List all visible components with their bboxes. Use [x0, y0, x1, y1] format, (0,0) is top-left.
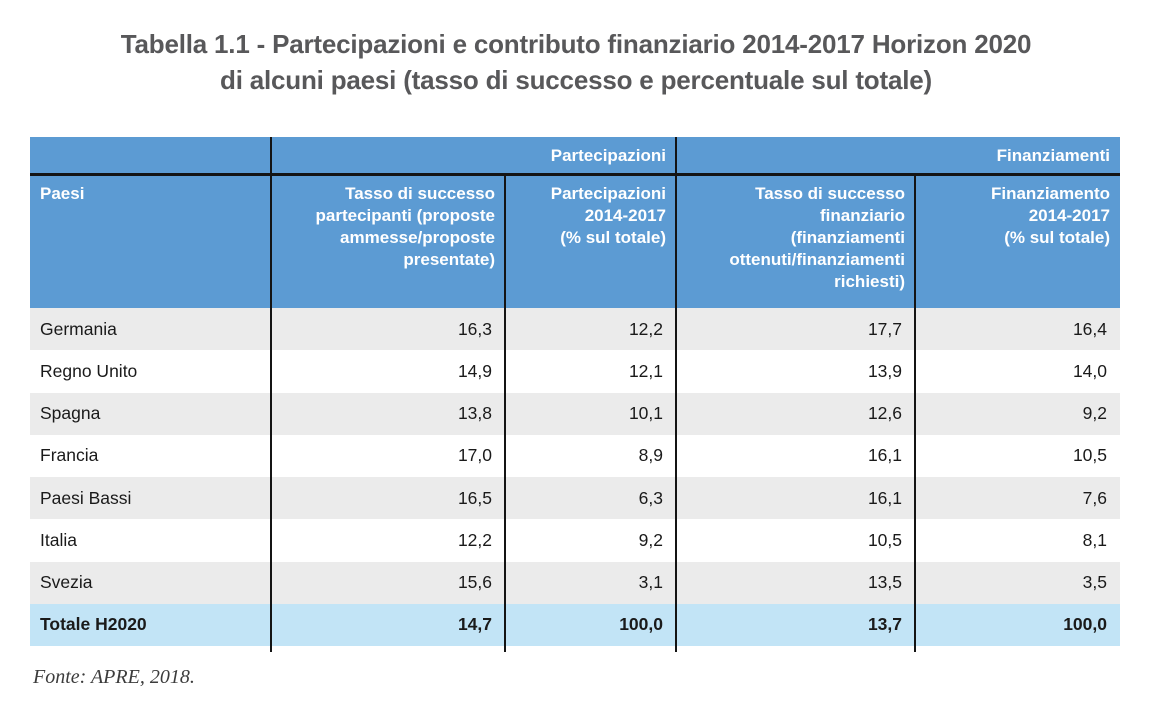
value-cell: 12,2	[505, 308, 676, 351]
country-cell: Paesi Bassi	[30, 477, 271, 520]
value-cell: 15,6	[271, 561, 505, 604]
value-cell: 13,9	[676, 350, 915, 393]
value-cell: 14,9	[271, 350, 505, 393]
value-cell: 3,5	[915, 561, 1120, 604]
column-header-paesi: Paesi	[30, 174, 271, 308]
value-cell: 17,0	[271, 434, 505, 477]
total-label-cell: Totale H2020	[30, 603, 271, 646]
column-header-partecipazioni-pct: Partecipazioni 2014-2017 (% sul totale)	[505, 174, 676, 308]
country-cell: Francia	[30, 434, 271, 477]
column-header-tasso-partecipanti: Tasso di successo partecipanti (proposte…	[271, 174, 505, 308]
header-divider-line	[30, 173, 1120, 176]
value-cell: 9,2	[915, 392, 1120, 435]
caption-line-2: di alcuni paesi (tasso di successo e per…	[220, 65, 932, 95]
group-header-spacer	[30, 137, 271, 174]
total-value-cell: 100,0	[915, 603, 1120, 646]
value-cell: 16,3	[271, 308, 505, 351]
table-caption: Tabella 1.1 - Partecipazioni e contribut…	[0, 26, 1152, 98]
country-cell: Regno Unito	[30, 350, 271, 393]
column-divider-4	[914, 174, 916, 652]
group-header-finanziamenti: Finanziamenti	[676, 137, 1120, 174]
value-cell: 3,1	[505, 561, 676, 604]
value-cell: 12,2	[271, 519, 505, 562]
value-cell: 8,1	[915, 519, 1120, 562]
value-cell: 10,1	[505, 392, 676, 435]
country-cell: Svezia	[30, 561, 271, 604]
total-value-cell: 14,7	[271, 603, 505, 646]
country-cell: Italia	[30, 519, 271, 562]
value-cell: 16,1	[676, 477, 915, 520]
participation-funding-table: Partecipazioni Finanziamenti Paesi Tasso…	[30, 137, 1120, 652]
total-value-cell: 100,0	[505, 603, 676, 646]
group-header-partecipazioni: Partecipazioni	[271, 137, 676, 174]
value-cell: 10,5	[915, 434, 1120, 477]
value-cell: 13,8	[271, 392, 505, 435]
value-cell: 7,6	[915, 477, 1120, 520]
value-cell: 10,5	[676, 519, 915, 562]
value-cell: 9,2	[505, 519, 676, 562]
caption-line-1: Tabella 1.1 - Partecipazioni e contribut…	[120, 29, 1032, 59]
value-cell: 6,3	[505, 477, 676, 520]
value-cell: 8,9	[505, 434, 676, 477]
value-cell: 17,7	[676, 308, 915, 351]
value-cell: 12,6	[676, 392, 915, 435]
column-divider-3	[675, 137, 677, 652]
value-cell: 16,4	[915, 308, 1120, 351]
value-cell: 13,5	[676, 561, 915, 604]
column-divider-1	[270, 137, 272, 652]
value-cell: 14,0	[915, 350, 1120, 393]
country-cell: Germania	[30, 308, 271, 351]
source-note: Fonte: APRE, 2018.	[33, 666, 195, 688]
value-cell: 16,1	[676, 434, 915, 477]
value-cell: 16,5	[271, 477, 505, 520]
value-cell: 12,1	[505, 350, 676, 393]
column-header-finanziamento-pct: Finanziamento 2014-2017 (% sul totale)	[915, 174, 1120, 308]
column-divider-2	[504, 174, 506, 652]
country-cell: Spagna	[30, 392, 271, 435]
column-header-tasso-finanziario: Tasso di successo finanziario (finanziam…	[676, 174, 915, 308]
total-value-cell: 13,7	[676, 603, 915, 646]
